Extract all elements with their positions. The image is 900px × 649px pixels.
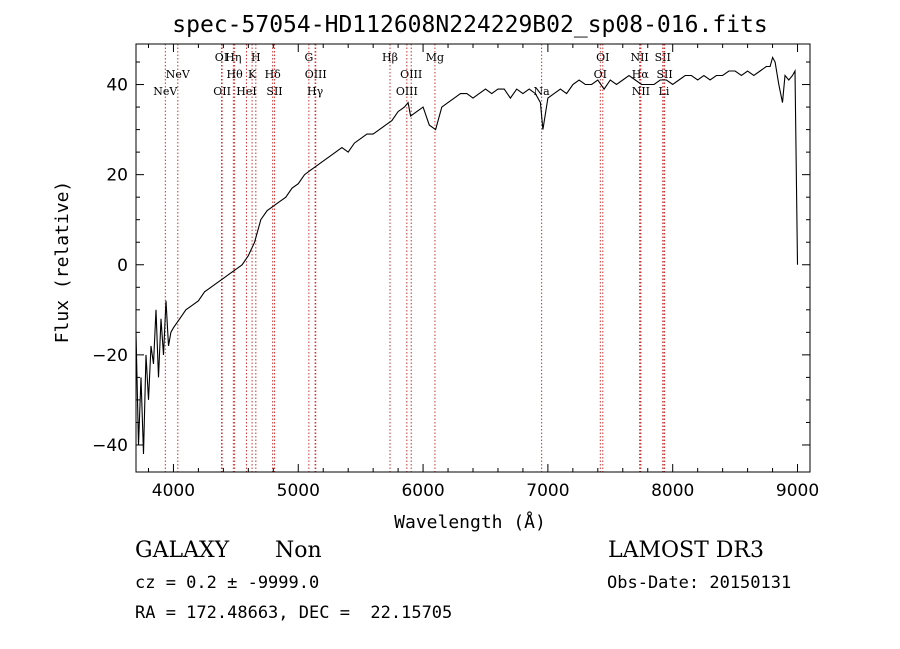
line-label: Hα [632, 68, 650, 81]
redshift-cz: cz = 0.2 ± -9999.0 [135, 573, 320, 593]
line-label: Hθ [226, 68, 243, 81]
line-label: NII [632, 85, 650, 98]
line-label: Hβ [382, 51, 398, 64]
object-class: GALAXY [135, 538, 230, 563]
plot-frame [135, 43, 811, 473]
y-tick-label: 20 [106, 166, 128, 186]
line-label: NeV [153, 85, 178, 98]
y-axis-label: Flux (relative) [52, 181, 73, 344]
line-label: OIII [396, 85, 418, 98]
y-tick-label: −20 [92, 346, 128, 366]
axis-ticks: 4000 5000 6000 7000 8000 9000 −40 −20 0 20 40 [92, 44, 819, 501]
line-label: OIII [400, 68, 422, 81]
line-label: SII [266, 85, 282, 98]
y-tick-label: −40 [92, 436, 128, 456]
line-label: K [248, 68, 257, 81]
line-label: SII [655, 51, 671, 64]
line-label: Hγ [307, 85, 324, 98]
plot-axes [135, 43, 811, 473]
chart-title: spec-57054-HD112608N224229B02_sp08-016.f… [172, 12, 767, 38]
line-label: Hη [225, 51, 241, 64]
x-tick-label: 8000 [651, 481, 694, 501]
x-axis-label: Wavelength (Å) [394, 511, 546, 533]
x-tick-label: 5000 [277, 481, 320, 501]
spectrum-trace [135, 56, 799, 455]
observation-date: Obs-Date: 20150131 [607, 573, 792, 593]
line-label: SII [656, 68, 672, 81]
line-label: OI [596, 51, 609, 64]
line-label: G [304, 51, 313, 64]
y-tick-label: 0 [117, 256, 128, 276]
line-label: Li [659, 85, 670, 98]
line-label: OIII [305, 68, 327, 81]
coordinates: RA = 172.48663, DEC = 22.15705 [135, 603, 453, 623]
line-label: NeV [166, 68, 191, 81]
survey-name: LAMOST DR3 [608, 538, 764, 563]
object-subclass: Non [275, 538, 322, 563]
x-tick-label: 6000 [401, 481, 444, 501]
line-label: Mg [426, 51, 444, 64]
line-label: Na [534, 85, 551, 98]
x-tick-label: 7000 [526, 481, 569, 501]
x-tick-label: 9000 [776, 481, 819, 501]
line-label: HeI [236, 85, 256, 98]
series-line [135, 56, 799, 455]
line-label: OI [215, 51, 228, 64]
line-label: Hδ [265, 68, 282, 81]
line-label: NII [630, 51, 648, 64]
line-label: H [251, 51, 261, 64]
x-tick-label: 4000 [152, 481, 195, 501]
line-label: OII [213, 85, 231, 98]
line-label: OI [594, 68, 607, 81]
y-tick-label: 40 [106, 76, 128, 96]
